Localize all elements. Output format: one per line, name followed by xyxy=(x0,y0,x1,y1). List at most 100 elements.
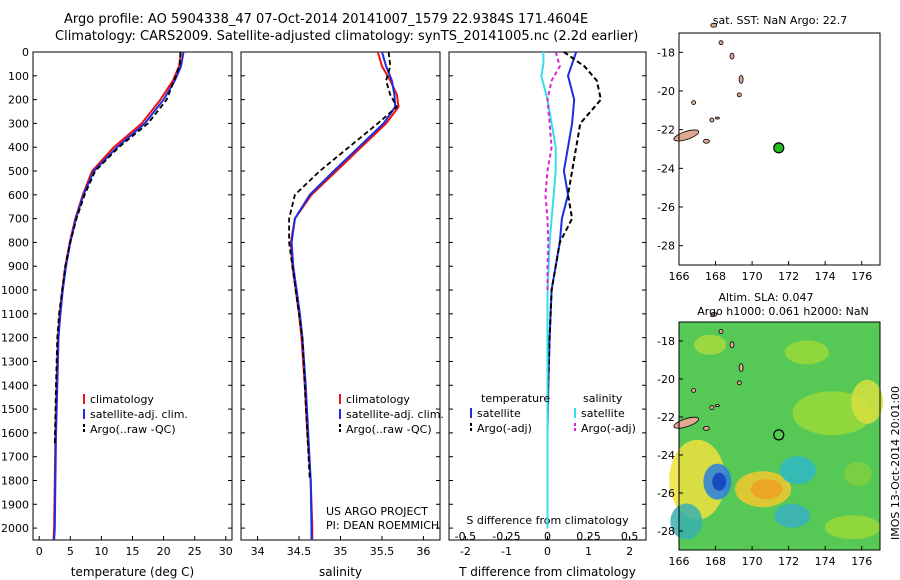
temp-xtick-label: 20 xyxy=(157,545,171,558)
sla-sla-anomaly xyxy=(779,456,816,485)
temp-ytick-label: 1800 xyxy=(1,474,29,487)
temp-ytick-label: 100 xyxy=(8,70,29,83)
diff-legend-item-label: Argo(-adj) xyxy=(477,422,532,435)
salt-xtick-label: 36 xyxy=(416,545,430,558)
temp-ytick-label: 800 xyxy=(8,236,29,249)
diff-xtick-label: 1 xyxy=(585,545,592,558)
sst-map-panel: 166 168 170 172 174 176 -18 -20 -22 -24 -26 -28 sat.… xyxy=(657,14,881,283)
sla-sla-anomaly xyxy=(694,334,727,355)
sla-title-line2: Argo h1000: 0.061 h2000: NaN xyxy=(697,305,869,318)
sla-map-panel: 166 168 170 172 174 176 -18 -20 -22 -24 -26 -28 Alti… xyxy=(657,291,884,568)
salt-legend-item-label: Argo(..raw -QC) xyxy=(346,423,432,436)
sla-ytick-label: -22 xyxy=(657,411,675,424)
temp-ytick-label: 1500 xyxy=(1,403,29,416)
sst-xtick-label: 174 xyxy=(815,270,836,283)
sla-float-marker xyxy=(773,429,785,441)
temp-series-2 xyxy=(53,51,185,541)
temp-ytick-label: 200 xyxy=(8,94,29,107)
sla-land xyxy=(714,404,720,408)
temp-series-3 xyxy=(53,51,182,445)
sla-sla-anomaly xyxy=(774,503,811,528)
timestamp-stamp: IMOS 13-Oct-2014 20:01:00 xyxy=(889,385,900,540)
sla-sla-anomaly xyxy=(670,503,703,540)
sst-land xyxy=(691,100,697,105)
temp-xtick-label: 15 xyxy=(126,545,140,558)
sst-xtick-label: 172 xyxy=(778,270,799,283)
diff-xlabel: T difference from climatology xyxy=(458,565,636,579)
temp-ytick-label: 1100 xyxy=(1,308,29,321)
temp-ytick-label: 300 xyxy=(8,117,29,130)
sla-land xyxy=(718,329,724,334)
sla-xtick-label: 172 xyxy=(778,555,799,568)
diff-stick-label: 0.5 xyxy=(621,530,639,543)
sla-xtick-label: 166 xyxy=(669,555,690,568)
temp-ytick-label: 1600 xyxy=(1,427,29,440)
salt-legend-item-label: climatology xyxy=(346,393,410,406)
diff-legend-item-label: Argo(-adj) xyxy=(581,422,636,435)
sla-sla-anomaly xyxy=(669,439,726,520)
sla-land xyxy=(710,311,718,317)
diff-legend-t-header: temperature xyxy=(481,392,550,405)
diff-series-2 xyxy=(546,51,602,481)
sla-xtick-label: 170 xyxy=(742,555,763,568)
diff-series-3 xyxy=(540,52,557,529)
sla-ytick-label: -26 xyxy=(657,487,675,500)
diff-xtick-label: 2 xyxy=(626,545,633,558)
sla-land xyxy=(691,387,697,393)
sla-land xyxy=(703,425,710,431)
sla-xtick-label: 174 xyxy=(815,555,836,568)
credit-line2: PI: DEAN ROEMMICH xyxy=(326,519,440,532)
temp-xtick-label: 25 xyxy=(188,545,202,558)
temp-series-1 xyxy=(52,51,182,541)
temp-ytick-label: 1300 xyxy=(1,355,29,368)
sla-land xyxy=(736,380,742,386)
sst-land xyxy=(710,22,718,28)
diff-stick-label: 0 xyxy=(544,530,551,543)
diff-legend-item-label: satellite xyxy=(477,407,521,420)
sla-sla-anomaly xyxy=(851,379,884,424)
sla-sla-anomaly xyxy=(784,340,829,365)
sst-ytick-label: -20 xyxy=(657,85,675,98)
temp-xtick-label: 5 xyxy=(67,545,74,558)
sla-sla-anomaly xyxy=(824,515,881,540)
sst-frame xyxy=(678,32,881,266)
sst-ytick-label: -22 xyxy=(657,124,675,137)
sst-land xyxy=(709,117,715,123)
sst-xtick-label: 166 xyxy=(669,270,690,283)
sst-land xyxy=(703,138,710,144)
sst-land xyxy=(738,75,744,84)
sst-xtick-label: 176 xyxy=(851,270,872,283)
temp-legend-item-label: satellite-adj. clim. xyxy=(90,408,188,421)
temp-ytick-label: 400 xyxy=(8,141,29,154)
salt-legend-item-label: satellite-adj. clim. xyxy=(346,408,444,421)
salt-frame xyxy=(240,51,441,541)
sla-xtick-label: 168 xyxy=(705,555,726,568)
salt-xtick-label: 34 xyxy=(251,545,265,558)
sla-ytick-label: -20 xyxy=(657,373,675,386)
diff-stick-label: 0.25 xyxy=(576,530,601,543)
temp-ytick-label: 0 xyxy=(22,46,29,59)
sst-float-marker xyxy=(773,142,785,154)
header-line2: Climatology: CARS2009. Satellite-adjuste… xyxy=(55,29,639,44)
header-line1: Argo profile: AO 5904338_47 07-Oct-2014 … xyxy=(64,12,589,27)
temp-xtick-label: 0 xyxy=(36,545,43,558)
sst-xtick-label: 168 xyxy=(705,270,726,283)
sst-land xyxy=(673,129,700,142)
sla-ytick-label: -28 xyxy=(657,525,675,538)
sst-land xyxy=(714,116,720,120)
sst-ytick-label: -26 xyxy=(657,201,675,214)
sst-xtick-label: 170 xyxy=(742,270,763,283)
diff-legend-item-label: satellite xyxy=(581,407,625,420)
sla-land xyxy=(729,341,735,349)
diff-stick-label: -0.5 xyxy=(455,530,476,543)
sst-ytick-label: -24 xyxy=(657,162,675,175)
salt-xtick-label: 35.5 xyxy=(370,545,395,558)
temp-legend-item-label: Argo(..raw -QC) xyxy=(90,423,176,436)
temp-xtick-label: 30 xyxy=(219,545,233,558)
temp-ytick-label: 2000 xyxy=(1,522,29,535)
sla-ytick-label: -18 xyxy=(657,335,675,348)
salt-series-3 xyxy=(288,51,399,481)
temp-ytick-label: 700 xyxy=(8,213,29,226)
diff-xtick-label: 0 xyxy=(544,545,551,558)
temp-xlabel: temperature (deg C) xyxy=(71,565,194,579)
